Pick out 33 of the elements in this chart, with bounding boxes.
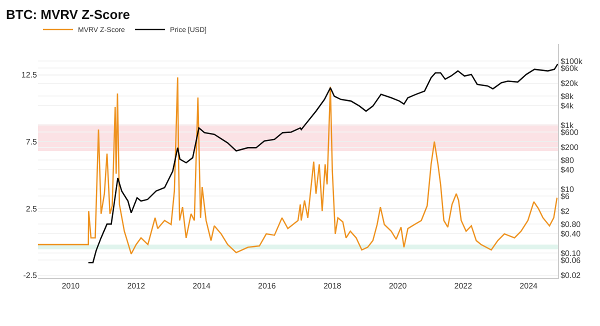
y-tick-label: 7.5: [26, 137, 38, 146]
x-tick-label: 2020: [388, 282, 408, 291]
y2-tick-label: $600: [560, 128, 579, 137]
y2-tick-label: $0.10: [560, 248, 582, 258]
x-tick-label: 2022: [454, 282, 473, 291]
y2-tick-label: $0.06: [560, 256, 582, 265]
y2-tick-label: $20k: [560, 79, 579, 88]
x-tick-label: 2018: [323, 282, 342, 291]
y2-tick-label: $1k: [560, 120, 574, 130]
y2-tick-label: $10: [560, 184, 574, 194]
x-tick-label: 2016: [258, 282, 276, 291]
chart-title: BTC: MVRV Z-Score: [6, 6, 130, 22]
y2-tick-label: $40: [560, 166, 574, 175]
y-tick-label: 12.5: [21, 70, 38, 80]
y2-tick-label: $0.80: [560, 220, 582, 229]
y2-tick-label: $8k: [560, 92, 574, 101]
line-series: [38, 76, 558, 255]
y2-tick-label: $4k: [560, 102, 574, 111]
y2-tick-label: $100k: [560, 56, 584, 66]
x-tick-label: 2010: [62, 282, 80, 291]
y2-tick-label: $2: [560, 207, 570, 216]
y2-tick-label: $0.40: [560, 230, 582, 238]
y-tick-label: 2.5: [26, 204, 38, 214]
x-tick-label: 2024: [520, 282, 538, 291]
y-tick-label: -2.5: [23, 271, 38, 280]
y2-tick-label: $200: [560, 143, 579, 152]
y2-tick-label: $60k: [560, 64, 579, 73]
y2-tick-label: $80: [560, 156, 574, 165]
line-series: [88, 63, 558, 264]
y2-tick-label: $6: [560, 192, 570, 201]
y2-tick-label: $0.02: [560, 271, 582, 280]
x-tick-label: 2012: [127, 282, 146, 291]
x-tick-label: 2014: [192, 282, 211, 291]
